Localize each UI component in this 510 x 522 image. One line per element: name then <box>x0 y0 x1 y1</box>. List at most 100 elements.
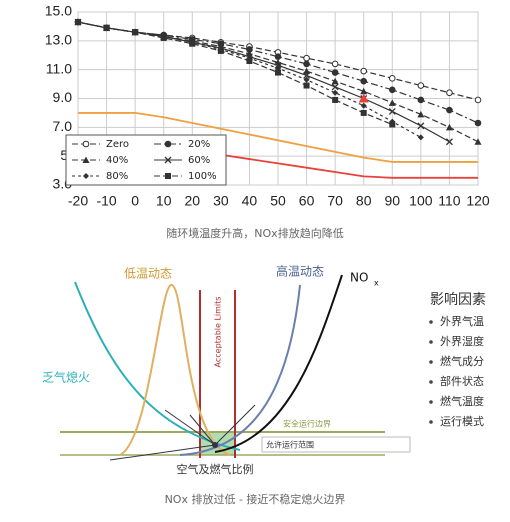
legend-label: 60% <box>188 155 210 166</box>
operating-point <box>212 442 218 448</box>
x-tick-label: 40 <box>242 193 258 209</box>
bullet <box>429 360 433 364</box>
label: 高温动态 <box>276 264 324 279</box>
marker <box>389 121 396 128</box>
label-box <box>261 436 411 453</box>
marker <box>388 86 396 94</box>
marker <box>388 108 396 115</box>
marker <box>417 96 425 104</box>
marker <box>417 122 425 130</box>
x-tick-label: 10 <box>156 193 172 209</box>
x-tick-label: -10 <box>96 193 116 209</box>
marker <box>474 119 482 127</box>
series-line <box>77 21 393 126</box>
label: NO <box>350 271 368 285</box>
nox-curve <box>214 274 343 453</box>
marker <box>303 60 310 68</box>
marker <box>331 60 339 68</box>
marker <box>360 102 367 109</box>
bullet <box>429 400 433 404</box>
highlight-point <box>358 93 369 103</box>
label: 乏气熄火 <box>42 370 90 385</box>
marker <box>82 140 90 148</box>
x-tick-label: 50 <box>270 193 286 209</box>
marker <box>360 77 368 85</box>
label: 空气及燃气比例 <box>177 462 254 476</box>
marker <box>303 54 310 62</box>
marker <box>132 29 139 36</box>
legend-label: 100% <box>188 171 217 182</box>
marker <box>332 96 339 103</box>
marker <box>445 123 453 131</box>
marker <box>417 134 424 141</box>
factor: 部件状态 <box>440 374 484 388</box>
factor: 运行模式 <box>440 415 484 428</box>
legend-label: 20% <box>188 139 210 150</box>
marker <box>165 173 171 179</box>
chart: 3.05.7.09.011.013.015.0-20-1001020304050… <box>45 3 490 209</box>
marker <box>274 53 282 60</box>
bullet <box>429 420 433 424</box>
x-tick-label: 80 <box>356 193 372 209</box>
marker <box>388 75 396 82</box>
marker <box>164 156 172 164</box>
marker <box>360 67 368 75</box>
factor: 燃气成分 <box>440 354 484 368</box>
diagram: 低温动态 高温动态 NO x 乏气熄火 Acceptable Limits 安全… <box>42 264 486 477</box>
bullet <box>429 340 433 344</box>
legend-label: Zero <box>106 139 129 150</box>
x-tick-label: 0 <box>131 193 139 209</box>
x-tick-label: 70 <box>327 193 343 209</box>
bullet <box>429 320 433 324</box>
label: Acceptable Limits <box>214 297 223 368</box>
y-tick-label: 9.0 <box>53 89 73 105</box>
marker <box>103 24 110 31</box>
series-line <box>78 112 478 163</box>
marker <box>75 19 81 26</box>
x-tick-label: 120 <box>466 193 490 209</box>
label: 低温动态 <box>124 267 172 281</box>
y-tick-label: 13.0 <box>45 32 72 48</box>
marker <box>360 109 367 116</box>
x-tick-label: 60 <box>299 193 315 209</box>
legend-label: 40% <box>106 155 128 166</box>
x-tick-label: 90 <box>384 193 400 209</box>
marker <box>303 67 311 75</box>
x-tick-label: 100 <box>409 193 433 209</box>
marker <box>417 82 425 89</box>
high-temp-curve <box>179 284 301 456</box>
factors-title: 影响因素 <box>430 292 486 308</box>
marker <box>303 82 310 89</box>
marker <box>246 58 253 65</box>
marker <box>331 83 339 91</box>
marker <box>82 156 90 163</box>
label: 安全运行边界 <box>283 419 331 429</box>
marker <box>445 138 453 146</box>
marker <box>303 71 311 79</box>
marker <box>474 138 482 145</box>
marker <box>164 140 172 148</box>
x-tick-label: 20 <box>184 193 200 209</box>
legend-label: 80% <box>106 171 128 182</box>
marker <box>388 99 396 106</box>
marker <box>189 40 196 47</box>
factor: 外界气温 <box>440 314 484 328</box>
y-tick-label: 7.0 <box>53 118 73 134</box>
marker <box>303 76 310 83</box>
y-tick-label: 15.0 <box>45 3 72 19</box>
marker <box>275 69 281 76</box>
x-tick-label: 30 <box>213 193 229 209</box>
caption: 随环境温度升高，NOx排放趋向降低 <box>166 226 343 240</box>
factor: 外界湿度 <box>440 334 484 348</box>
marker <box>217 47 224 54</box>
marker <box>331 69 339 76</box>
marker <box>446 89 453 97</box>
marker <box>474 96 482 104</box>
marker <box>332 89 339 96</box>
low-temp-curve <box>119 283 231 456</box>
marker <box>360 87 368 95</box>
x-tick-label: 110 <box>438 193 461 209</box>
